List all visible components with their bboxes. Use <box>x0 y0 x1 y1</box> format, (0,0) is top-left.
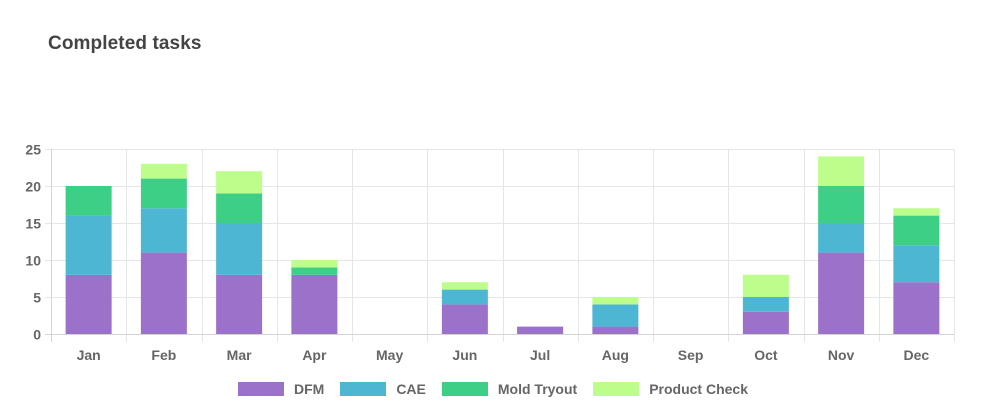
bar-cae-feb <box>140 208 187 253</box>
chart-legend: DFM CAE Mold Tryout Product Check <box>0 378 986 400</box>
legend-item-cae[interactable]: CAE <box>340 381 426 397</box>
legend-label: DFM <box>293 381 325 397</box>
bar-dfm-mar <box>216 274 263 334</box>
axes: 0 5 10 15 20 25 Jan Feb Mar Apr May Jun Jul Aug Sep Oct… <box>25 142 954 363</box>
legend-swatch <box>593 382 640 396</box>
bar-dfm-jan <box>65 274 112 334</box>
bar-dfm-dec <box>893 282 940 334</box>
x-tick-label: Jan <box>77 347 101 363</box>
legend-item-product-check[interactable]: Product Check <box>593 381 748 397</box>
bar-mold-tryout-dec <box>893 215 940 246</box>
x-tick-label: Jun <box>452 347 477 363</box>
y-tick-label: 15 <box>25 216 41 232</box>
legend-item-dfm[interactable]: DFM <box>237 381 325 397</box>
bar-cae-jan <box>65 215 112 275</box>
x-tick-label: Nov <box>828 347 855 363</box>
bar-cae-oct <box>742 297 789 312</box>
bar-dfm-apr <box>291 274 338 334</box>
bar-mold-tryout-apr <box>291 267 338 275</box>
bar-cae-mar <box>216 223 263 275</box>
bar-dfm-oct <box>742 311 789 334</box>
bar-dfm-feb <box>140 252 187 334</box>
bar-cae-jun <box>441 289 488 305</box>
y-tick-label: 0 <box>33 327 41 343</box>
bar-product-check-apr <box>291 260 338 268</box>
bar-dfm-nov <box>818 252 865 334</box>
x-tick-label: Dec <box>904 347 930 363</box>
bar-product-check-mar <box>216 171 263 194</box>
chart-title: Completed tasks <box>48 33 202 54</box>
legend-label: Mold Tryout <box>497 381 578 397</box>
x-tick-label: Mar <box>227 347 252 363</box>
bar-cae-dec <box>893 245 940 283</box>
bar-dfm-aug <box>592 326 639 334</box>
x-tick-label: Feb <box>151 347 176 363</box>
bar-dfm-jul <box>517 326 564 334</box>
x-tick-label: May <box>376 347 403 363</box>
bar-mold-tryout-feb <box>140 178 187 209</box>
bar-mold-tryout-nov <box>818 186 865 223</box>
bars <box>65 156 940 334</box>
bar-product-check-nov <box>818 156 865 186</box>
x-tick-label: Aug <box>602 347 629 363</box>
bar-mold-tryout-mar <box>216 193 263 223</box>
legend-swatch <box>441 382 488 396</box>
x-tick-label: Oct <box>754 347 778 363</box>
stacked-bar-chart: 0 5 10 15 20 25 Jan Feb Mar Apr May Jun Jul Aug Sep Oct… <box>25 142 955 363</box>
y-tick-label: 20 <box>25 179 41 195</box>
bar-product-check-jun <box>441 282 488 290</box>
y-tick-label: 5 <box>33 290 41 306</box>
legend-label: CAE <box>396 381 426 397</box>
bar-product-check-feb <box>140 163 187 179</box>
legend-swatch <box>340 382 387 396</box>
bar-product-check-aug <box>592 297 639 305</box>
bar-mold-tryout-jan <box>65 186 112 216</box>
bar-cae-nov <box>818 223 865 253</box>
bar-dfm-jun <box>441 304 488 334</box>
x-tick-label: Jul <box>530 347 550 363</box>
legend-label: Product Check <box>649 381 749 397</box>
bar-product-check-oct <box>742 274 789 297</box>
bar-product-check-dec <box>893 208 940 216</box>
y-tick-label: 25 <box>25 142 41 158</box>
legend-swatch <box>237 382 284 396</box>
bar-cae-aug <box>592 304 639 327</box>
legend-item-mold-tryout[interactable]: Mold Tryout <box>441 381 578 397</box>
x-tick-label: Sep <box>678 347 704 363</box>
y-tick-label: 10 <box>25 253 41 269</box>
x-tick-label: Apr <box>302 347 327 363</box>
